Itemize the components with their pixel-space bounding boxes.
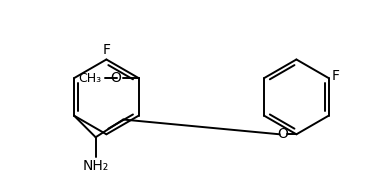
- Text: F: F: [103, 43, 110, 57]
- Text: CH₃: CH₃: [78, 72, 101, 85]
- Text: O: O: [110, 71, 121, 85]
- Text: O: O: [277, 127, 288, 141]
- Text: F: F: [332, 69, 340, 83]
- Text: NH₂: NH₂: [83, 159, 109, 173]
